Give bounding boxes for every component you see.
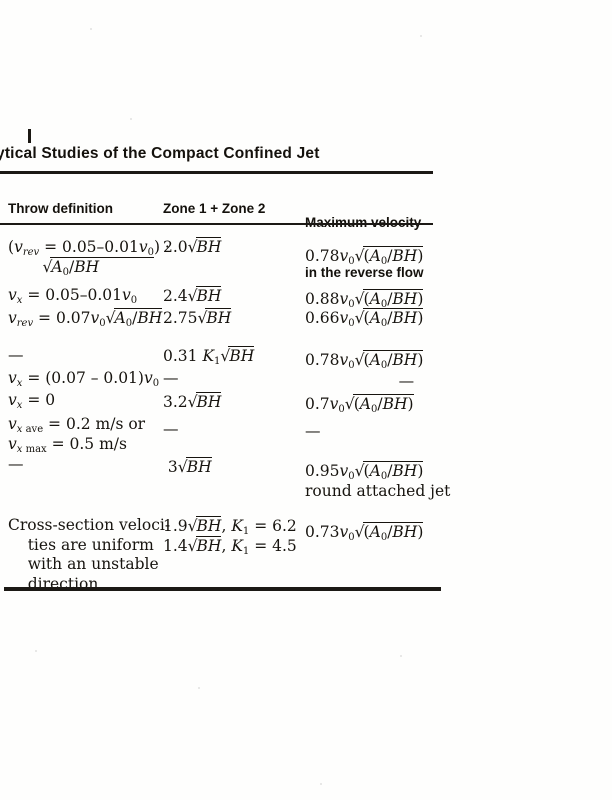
formula-line: √A0/BH (42, 256, 100, 278)
formula-line: 0.78v0√(A0/BH) (305, 246, 424, 267)
column-header-line2: in the reverse flow (305, 264, 424, 280)
formula-line: — (8, 346, 24, 364)
table-cell-r4-c1: — (8, 346, 24, 366)
table-cell-r7-c2: — (163, 420, 179, 440)
table-cell-r3-c1: vrev = 0.07v0√A0/BH (8, 308, 163, 329)
formula-line: vx ave = 0.2 m/s or (8, 415, 146, 435)
table-cell-r2-c1: vx = 0.05–0.01v0 (8, 286, 137, 306)
table-cell-r8-c2: 3√BH (163, 457, 212, 478)
stray-scan-mark (28, 129, 31, 143)
table-bottom-rule (4, 587, 441, 591)
formula-line: 0.95v0√(A0/BH) (305, 461, 424, 482)
formula-line: Cross-section veloci- (8, 516, 171, 534)
table-cell-r3-c2: 2.75√BH (163, 308, 232, 329)
scan-speck (130, 118, 132, 120)
table-cell-r9-c1: Cross-section veloci- ties are uniform w… (8, 516, 170, 594)
table-cell-r8-c3: 0.95v0√(A0/BH) round attached jet (305, 461, 451, 501)
scan-speck (90, 28, 92, 30)
formula-line: 0.31 K1√BH (163, 346, 255, 367)
table-cell-r4-c2: 0.31 K1√BH (163, 346, 255, 367)
scan-speck (35, 650, 37, 652)
page-title: ytical Studies of the Compact Confined J… (0, 145, 320, 162)
formula-line: direction (8, 574, 99, 593)
formula-line: 0.73v0√(A0/BH) (305, 522, 424, 543)
formula-line: ties are uniform (8, 535, 154, 554)
formula-line: — (163, 420, 179, 438)
table-cell-r4-c3: 0.78v0√(A0/BH) (305, 350, 424, 371)
scan-speck (400, 655, 402, 657)
column-header-throw-definition: Throw definition (8, 201, 113, 216)
formula-line: 0.7v0√(A0/BH) (305, 394, 414, 415)
table-cell-r7-c1: vx ave = 0.2 m/s or vx max = 0.5 m/s (8, 415, 145, 454)
formula-line: 1.4√BH, K1 = 4.5 (163, 535, 297, 557)
table-cell-r5-c1: vx = (0.07 – 0.01)v0 (8, 369, 159, 389)
formula-line: vx = (0.07 – 0.01)v0 (8, 369, 160, 389)
formula-line: 1.9√BH, K1 = 6.2 (163, 516, 297, 537)
table-cell-r1-c3: 0.78v0√(A0/BH) (305, 246, 424, 267)
scan-speck (198, 687, 200, 689)
formula-line: — (163, 369, 179, 387)
table-header-rule (0, 223, 433, 225)
table-cell-r2-c3: 0.88v0√(A0/BH) (305, 289, 424, 310)
column-header-maximum-velocity: Maximum velocity in the reverse flow (305, 182, 424, 314)
formula-line: 2.0√BH (163, 237, 222, 256)
table-cell-r1-c2: 2.0√BH (163, 237, 222, 258)
table-cell-r2-c2: 2.4√BH (163, 286, 222, 307)
table-cell-r6-c3: 0.7v0√(A0/BH) (305, 394, 414, 415)
column-header-line1: Maximum velocity (305, 215, 424, 232)
formula-line: vrev = 0.07v0√A0/BH (8, 308, 163, 329)
table-top-rule (0, 171, 433, 174)
table-cell-r9-c3: 0.73v0√(A0/BH) (305, 522, 424, 543)
table-cell-r5-c2: — (163, 369, 179, 389)
table-cell-r3-c3: 0.66v0√(A0/BH) (305, 308, 424, 329)
column-header-zone1-zone2: Zone 1 + Zone 2 (163, 201, 266, 216)
formula-line: 3√BH (163, 457, 212, 476)
formula-line: — (305, 422, 321, 440)
table-cell-r6-c2: 3.2√BH (163, 392, 222, 413)
formula-line: — (305, 372, 415, 390)
scan-speck (320, 783, 322, 785)
table-cell-r8-c1: — (8, 455, 24, 475)
table-cell-r7-c3: — (305, 422, 321, 442)
formula-line: 0.66v0√(A0/BH) (305, 308, 424, 329)
table-cell-r5-c3: — (305, 372, 415, 392)
formula-line: with an unstable (8, 555, 159, 573)
formula-line: 2.4√BH (163, 286, 222, 305)
formula-line: 0.78v0√(A0/BH) (305, 350, 424, 371)
formula-line: — (8, 455, 24, 473)
formula-line: (vrev = 0.05–0.01v0) · (8, 238, 170, 258)
table-cell-r6-c1: vx = 0 (8, 391, 55, 411)
scan-speck (420, 35, 422, 37)
formula-line: 3.2√BH (163, 392, 222, 411)
formula-line: 0.88v0√(A0/BH) (305, 289, 424, 310)
formula-line: vx max = 0.5 m/s (8, 434, 127, 455)
table-cell-r1-c1: (vrev = 0.05–0.01v0) · √A0/BH (8, 238, 170, 277)
formula-line: round attached jet (305, 481, 451, 500)
table-cell-r9-c2: 1.9√BH, K1 = 6.2 1.4√BH, K1 = 4.5 (163, 516, 297, 557)
formula-line: vx = 0 (8, 391, 56, 411)
formula-line: 2.75√BH (163, 308, 232, 327)
formula-line: vx = 0.05–0.01v0 (8, 286, 138, 306)
